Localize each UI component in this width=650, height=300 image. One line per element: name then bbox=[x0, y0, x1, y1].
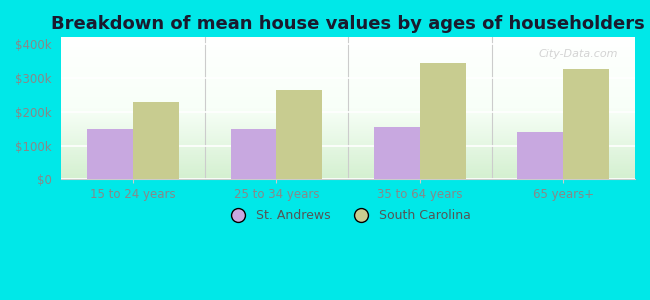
Bar bbox=[133, 102, 179, 179]
Bar bbox=[374, 127, 420, 179]
Legend: St. Andrews, South Carolina: St. Andrews, South Carolina bbox=[220, 204, 476, 227]
Bar bbox=[87, 129, 133, 179]
Bar bbox=[564, 70, 609, 179]
Text: City-Data.com: City-Data.com bbox=[538, 49, 617, 59]
Title: Breakdown of mean house values by ages of householders: Breakdown of mean house values by ages o… bbox=[51, 15, 645, 33]
Bar bbox=[276, 90, 322, 179]
Bar bbox=[517, 132, 564, 179]
Bar bbox=[420, 63, 466, 179]
Bar bbox=[231, 129, 276, 179]
